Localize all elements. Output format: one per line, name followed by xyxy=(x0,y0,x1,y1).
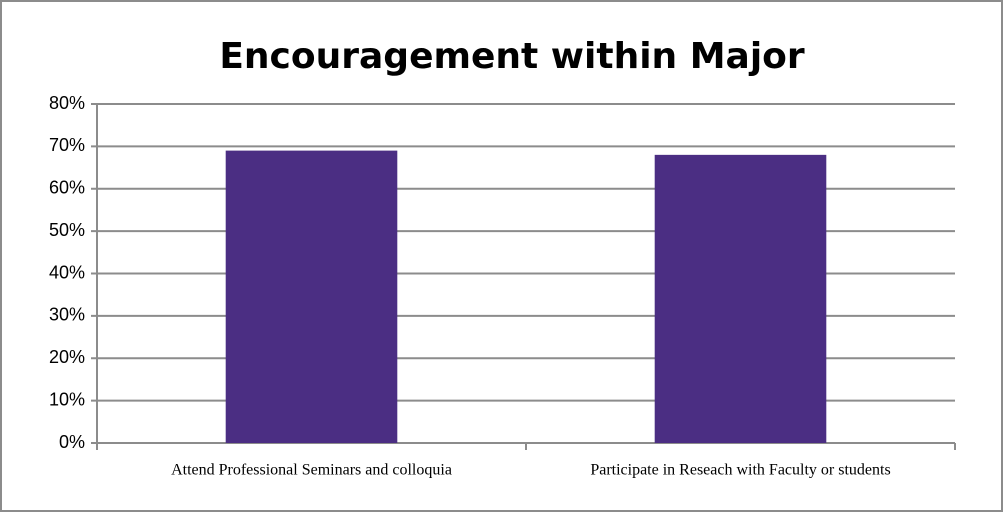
chart-title: Encouragement within Major xyxy=(219,36,805,77)
y-tick-label: 10% xyxy=(49,389,85,409)
y-tick-label: 60% xyxy=(49,178,85,198)
y-tick-label: 40% xyxy=(49,262,85,282)
x-tick-label: Participate in Reseach with Faculty or s… xyxy=(590,462,890,479)
y-tick-label: 70% xyxy=(49,135,85,155)
bar xyxy=(654,154,827,443)
bar xyxy=(225,150,398,444)
y-tick-label: 50% xyxy=(49,220,85,240)
y-tick-label: 0% xyxy=(59,432,85,452)
y-tick-label: 30% xyxy=(49,305,85,325)
y-tick-label: 80% xyxy=(49,93,85,113)
x-tick-label: Attend Professional Seminars and colloqu… xyxy=(171,462,452,479)
y-tick-label: 20% xyxy=(49,347,85,367)
